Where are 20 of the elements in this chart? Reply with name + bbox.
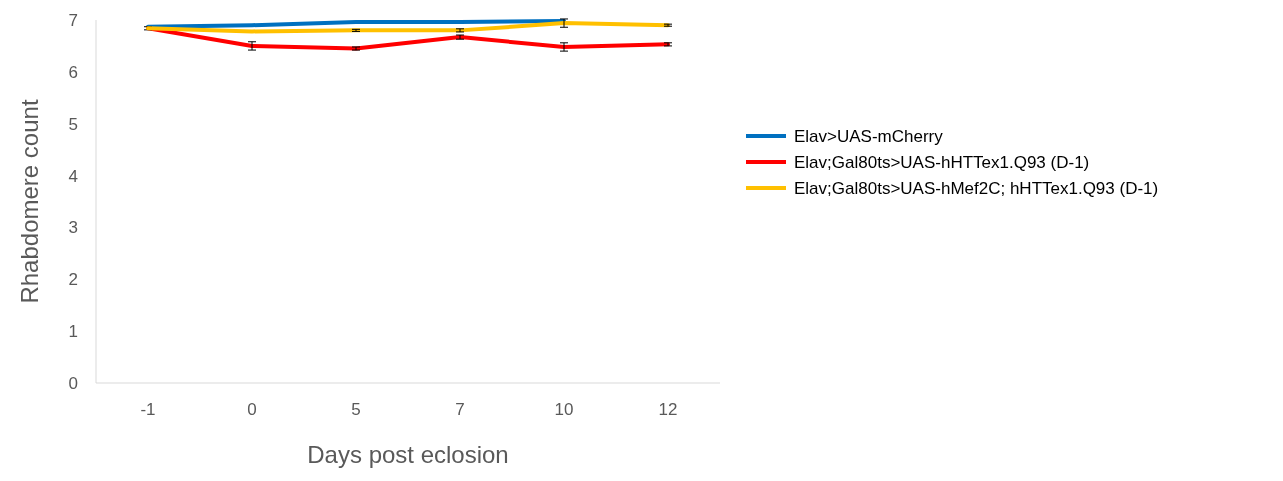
y-tick-label: 4 [68, 166, 78, 186]
x-tick-label: 12 [658, 400, 678, 419]
x-axis-title: Days post eclosion [307, 441, 509, 468]
y-tick-label: 7 [68, 10, 78, 30]
line-series [146, 21, 670, 34]
legend-label: Elav;Gal80ts>UAS-hHTTex1.Q93 (D-1) [794, 152, 1090, 172]
legend-label: Elav>UAS-mCherry [794, 126, 944, 146]
x-tick-label: -1 [140, 400, 156, 419]
y-tick-label: 6 [68, 62, 78, 82]
x-tick-label: 5 [351, 400, 361, 419]
x-tick-label: 10 [554, 400, 574, 419]
y-tick-label: 2 [68, 270, 78, 290]
y-axis-title: Rhabdomere count [16, 99, 43, 304]
y-tick-label: 0 [68, 373, 78, 393]
x-tick-label: 0 [247, 400, 257, 419]
legend-label: Elav;Gal80ts>UAS-hMef2C; hHTTex1.Q93 (D-1) [794, 178, 1159, 198]
x-tick-label: 7 [455, 400, 465, 419]
y-tick-label: 5 [68, 114, 78, 134]
y-tick-label: 1 [68, 322, 78, 342]
y-tick-label: 3 [68, 218, 78, 238]
